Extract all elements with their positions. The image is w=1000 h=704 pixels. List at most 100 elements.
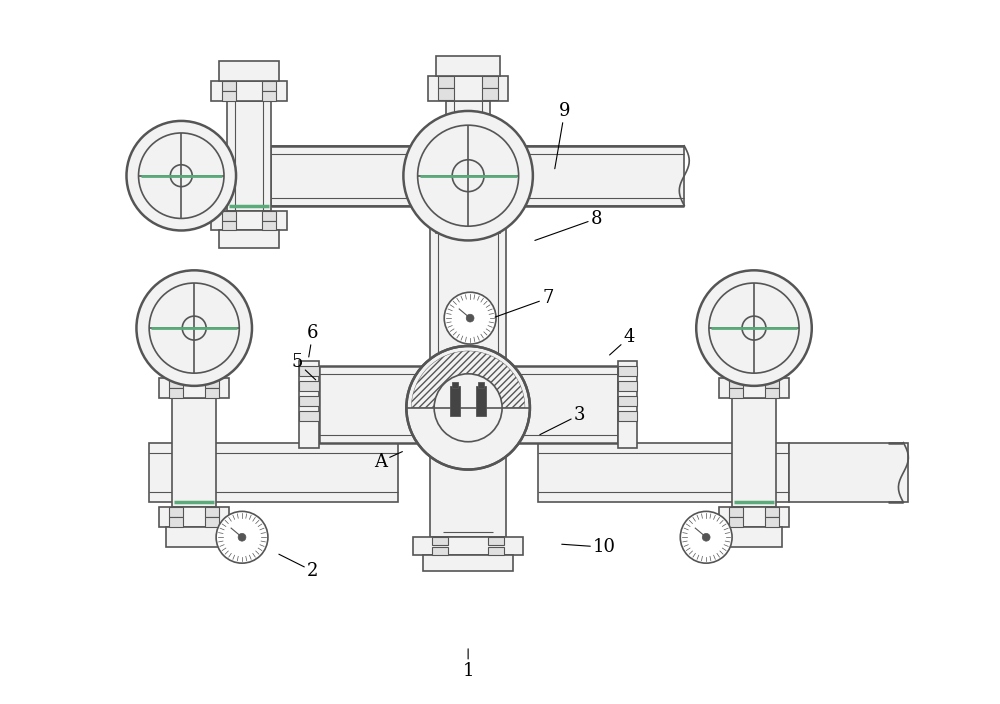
Circle shape — [434, 374, 502, 441]
Text: 2: 2 — [279, 554, 318, 580]
Text: 8: 8 — [535, 210, 602, 241]
Bar — [219, 230, 279, 249]
Bar — [719, 378, 789, 398]
Bar — [299, 396, 319, 406]
Bar — [169, 388, 183, 398]
Circle shape — [126, 121, 236, 230]
Bar — [271, 146, 684, 206]
Bar — [262, 81, 276, 91]
Bar — [438, 88, 454, 100]
Bar — [319, 366, 618, 443]
Bar — [488, 537, 504, 545]
Circle shape — [742, 316, 766, 340]
Circle shape — [709, 283, 799, 373]
Bar — [432, 547, 448, 555]
Bar — [211, 210, 287, 230]
Bar — [428, 76, 508, 101]
Circle shape — [149, 283, 239, 373]
Bar — [765, 378, 779, 388]
Text: 6: 6 — [307, 324, 318, 357]
Bar — [438, 76, 454, 88]
Bar — [482, 88, 498, 100]
Bar — [430, 201, 506, 366]
Bar — [219, 61, 279, 81]
Bar — [423, 555, 513, 571]
Bar — [478, 382, 484, 388]
Bar — [169, 378, 183, 388]
Bar — [452, 382, 458, 388]
Bar — [430, 443, 506, 537]
Circle shape — [403, 111, 533, 241]
Circle shape — [216, 511, 268, 563]
Bar — [262, 210, 276, 220]
Bar — [222, 220, 236, 230]
Circle shape — [182, 316, 206, 340]
Circle shape — [136, 270, 252, 386]
Circle shape — [444, 292, 496, 344]
Bar — [205, 378, 219, 388]
Text: 4: 4 — [610, 328, 635, 355]
Bar — [436, 218, 500, 234]
Bar — [169, 508, 183, 517]
Text: 9: 9 — [555, 102, 570, 169]
Circle shape — [680, 511, 732, 563]
Bar — [205, 508, 219, 517]
Text: 3: 3 — [540, 406, 585, 434]
Text: 10: 10 — [562, 539, 616, 556]
Circle shape — [139, 133, 224, 218]
Bar — [538, 443, 789, 503]
Bar — [299, 366, 319, 376]
Circle shape — [418, 125, 519, 226]
Bar — [222, 91, 236, 101]
Bar — [149, 443, 398, 503]
Bar — [618, 381, 637, 391]
Bar — [159, 378, 229, 398]
Bar — [488, 547, 504, 555]
Bar — [413, 537, 523, 555]
Bar — [618, 361, 637, 448]
Bar — [729, 378, 743, 388]
Bar — [432, 537, 448, 545]
Bar — [438, 201, 454, 213]
Bar — [262, 91, 276, 101]
Bar — [169, 517, 183, 527]
Bar — [299, 410, 319, 421]
Bar — [618, 396, 637, 406]
Bar — [765, 517, 779, 527]
Bar — [166, 358, 222, 378]
Bar — [729, 388, 743, 398]
Circle shape — [452, 160, 484, 191]
Bar — [789, 443, 908, 503]
Bar — [166, 527, 222, 547]
Bar — [476, 386, 486, 416]
Circle shape — [702, 534, 710, 541]
Circle shape — [238, 534, 246, 541]
Bar — [450, 386, 460, 416]
Bar — [222, 81, 236, 91]
Text: A: A — [374, 451, 402, 470]
Text: 7: 7 — [495, 289, 553, 317]
Bar — [618, 366, 637, 376]
Circle shape — [406, 346, 530, 470]
Bar — [436, 56, 500, 76]
Bar — [211, 81, 287, 101]
Bar — [172, 398, 216, 508]
Bar — [726, 358, 782, 378]
Bar — [299, 381, 319, 391]
Bar — [765, 388, 779, 398]
Bar — [482, 201, 498, 213]
Text: 1: 1 — [462, 649, 474, 680]
Circle shape — [696, 270, 812, 386]
Bar — [618, 410, 637, 421]
Circle shape — [466, 314, 474, 322]
Bar — [732, 398, 776, 508]
Bar — [222, 210, 236, 220]
Bar — [227, 101, 271, 210]
Bar — [482, 76, 498, 88]
Bar — [765, 508, 779, 517]
Bar — [205, 388, 219, 398]
Bar — [428, 201, 508, 218]
Bar — [719, 508, 789, 527]
Bar — [262, 220, 276, 230]
Bar — [726, 527, 782, 547]
